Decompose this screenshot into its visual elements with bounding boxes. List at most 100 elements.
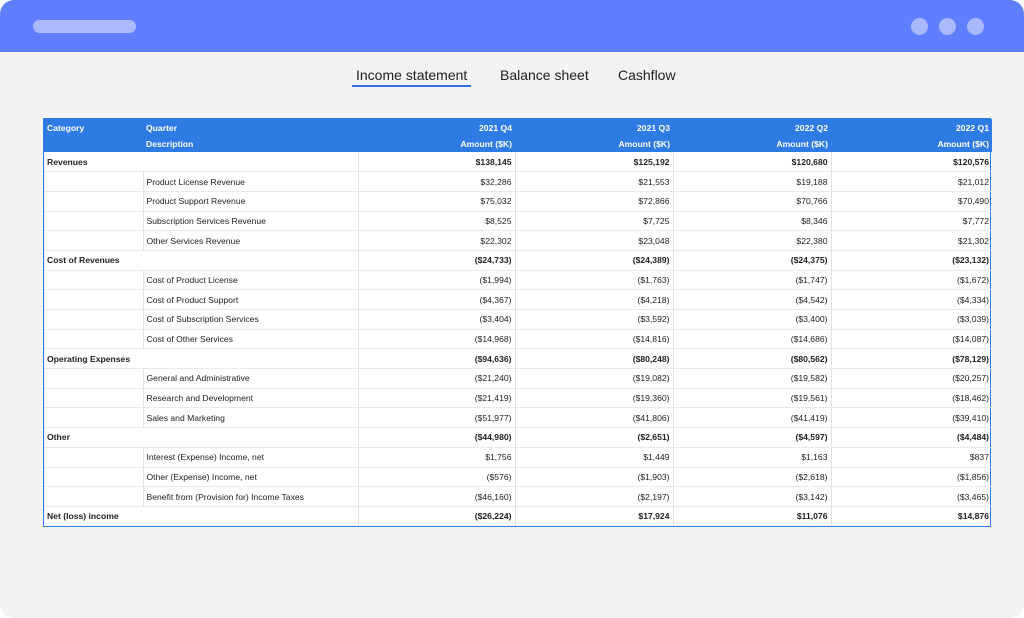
header-row-quarter: Category Quarter 2021 Q4 2021 Q3 2022 Q2… [44,119,992,136]
description-label: General and Administrative [143,368,359,389]
amount-cell: $23,048 [515,230,674,251]
category-cell [44,211,144,232]
amount-cell: ($51,977) [358,407,516,429]
amount-cell: ($14,087) [831,329,992,350]
amount-cell: $21,553 [515,171,674,192]
amount-cell: ($1,747) [673,270,832,291]
amount-cell: ($14,816) [515,329,674,350]
table-group-row: Net (loss) income ($26,224) $17,924 $11,076… [44,506,992,527]
amount-cell: $837 [831,447,992,468]
column-header-unit: Amount ($K) [831,136,992,152]
amount-cell: ($576) [358,467,516,488]
amount-cell: ($1,763) [515,270,674,291]
amount-cell: ($24,733) [358,250,516,271]
category-cell [44,447,144,468]
column-header-unit: Amount ($K) [673,136,831,152]
amount-cell: ($3,400) [673,309,832,330]
table-row: Other Services Revenue $22,302 $23,048 $22,… [44,230,992,251]
category-cell [44,329,144,350]
category-label: Net (loss) income [44,506,359,527]
table-group-row: Revenues $138,145 $125,192 $120,680 $120,576 [44,152,992,173]
amount-cell: $8,346 [673,211,832,232]
column-header-2022-q1: 2022 Q1 [831,119,992,136]
category-cell [44,230,144,251]
category-cell [44,270,144,291]
amount-cell: ($3,142) [673,486,832,507]
window-control-dot[interactable] [939,18,956,35]
category-cell [44,467,144,488]
amount-cell: ($21,240) [358,368,516,389]
amount-cell: ($3,465) [831,486,992,507]
amount-cell: $75,032 [358,191,516,212]
description-label: Other (Expense) Income, net [143,467,359,488]
description-label: Interest (Expense) Income, net [143,447,359,468]
amount-cell: ($23,132) [831,250,992,271]
amount-cell: $70,490 [831,191,992,212]
amount-cell: ($4,334) [831,289,992,310]
description-label: Cost of Subscription Services [143,309,359,330]
table-row: Subscription Services Revenue $8,525 $7,72… [44,211,992,232]
description-label: Product License Revenue [143,171,359,192]
amount-cell: ($14,968) [358,329,516,350]
amount-cell: $32,286 [358,171,516,192]
column-header-blank [44,136,143,152]
tab-income-statement[interactable]: Income statement [351,67,472,87]
table-row: Cost of Product Support ($4,367) ($4,218)(… [44,289,992,310]
header-row-description: Description Amount ($K) Amount ($K) Amou… [44,136,992,152]
category-cell [44,388,144,409]
description-label: Product Support Revenue [143,191,359,212]
amount-cell: $17,924 [515,506,674,527]
amount-cell: ($19,082) [515,368,674,389]
tab-cashflow[interactable]: Cashflow [618,67,676,83]
title-bar [0,0,1024,52]
amount-cell: ($1,856) [831,467,992,488]
category-cell [44,309,144,330]
amount-cell: $22,380 [673,230,832,251]
column-header-description: Description [143,136,358,152]
column-header-unit: Amount ($K) [358,136,515,152]
table-row: Cost of Other Services ($14,968) ($14,816)… [44,329,992,350]
amount-cell: $125,192 [515,152,674,173]
table-row: Sales and Marketing ($51,977) ($41,806) ($4… [44,407,992,429]
amount-cell: ($2,197) [515,486,674,507]
amount-cell: ($3,404) [358,309,516,330]
amount-cell: ($44,980) [358,427,516,448]
table-row: Benefit from (Provision for) Income Taxe… [44,486,992,507]
amount-cell: ($19,582) [673,368,832,389]
table-body: Revenues $138,145 $125,192 $120,680 $120,576… [44,152,992,527]
amount-cell: $1,449 [515,447,674,468]
amount-cell: ($1,994) [358,270,516,291]
amount-cell: ($41,806) [515,407,674,429]
category-label: Cost of Revenues [44,250,359,271]
description-label: Cost of Product Support [143,289,359,310]
table-row: Cost of Subscription Services ($3,404) ($3… [44,309,992,330]
amount-cell: ($41,419) [673,407,832,429]
description-label: Cost of Other Services [143,329,359,350]
category-label: Other [44,427,359,448]
window-control-dot[interactable] [911,18,928,35]
amount-cell: $120,680 [673,152,832,173]
amount-cell: ($4,597) [673,427,832,448]
address-bar[interactable] [33,20,136,33]
tab-balance-sheet[interactable]: Balance sheet [500,67,589,83]
category-cell [44,486,144,507]
table-row: Cost of Product License ($1,994) ($1,763)(… [44,270,992,291]
amount-cell: ($4,484) [831,427,992,448]
amount-cell: ($24,375) [673,250,832,271]
amount-cell: ($26,224) [358,506,516,527]
description-label: Research and Development [143,388,359,409]
amount-cell: $7,772 [831,211,992,232]
amount-cell: ($80,248) [515,348,674,370]
amount-cell: ($21,419) [358,388,516,409]
amount-cell: ($2,618) [673,467,832,488]
amount-cell: $21,012 [831,171,992,192]
amount-cell: ($18,462) [831,388,992,409]
window-control-dot[interactable] [967,18,984,35]
column-header-2021-q4: 2021 Q4 [358,119,515,136]
table-row: General and Administrative ($21,240) ($19,… [44,368,992,389]
table-row: Product License Revenue $32,286 $21,553 $19… [44,171,992,192]
table-group-row: Operating Expenses ($94,636) ($80,248) ($80… [44,348,992,370]
amount-cell: ($2,651) [515,427,674,448]
column-header-2022-q2: 2022 Q2 [673,119,831,136]
